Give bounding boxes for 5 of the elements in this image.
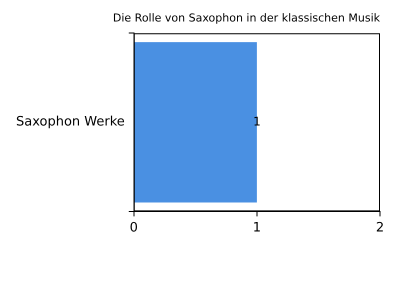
x-tick-label: 0 xyxy=(130,220,138,236)
y-tick-label: Saxophon Werke xyxy=(16,114,125,130)
x-tick-label: 2 xyxy=(376,220,384,236)
x-tick-label: 1 xyxy=(252,220,262,236)
chart-title: Die Rolle von Saxophon in der klassischen Musik xyxy=(112,11,381,24)
